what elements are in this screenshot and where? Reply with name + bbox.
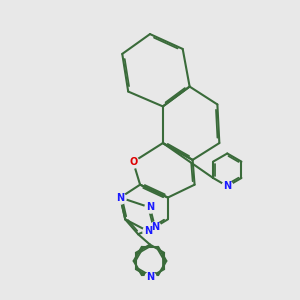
Text: O: O bbox=[129, 157, 137, 167]
Text: N: N bbox=[116, 193, 124, 202]
Text: N: N bbox=[151, 222, 159, 232]
Text: N: N bbox=[144, 226, 152, 236]
Text: N: N bbox=[146, 272, 154, 282]
Text: N: N bbox=[223, 181, 231, 191]
Text: N: N bbox=[146, 202, 154, 212]
